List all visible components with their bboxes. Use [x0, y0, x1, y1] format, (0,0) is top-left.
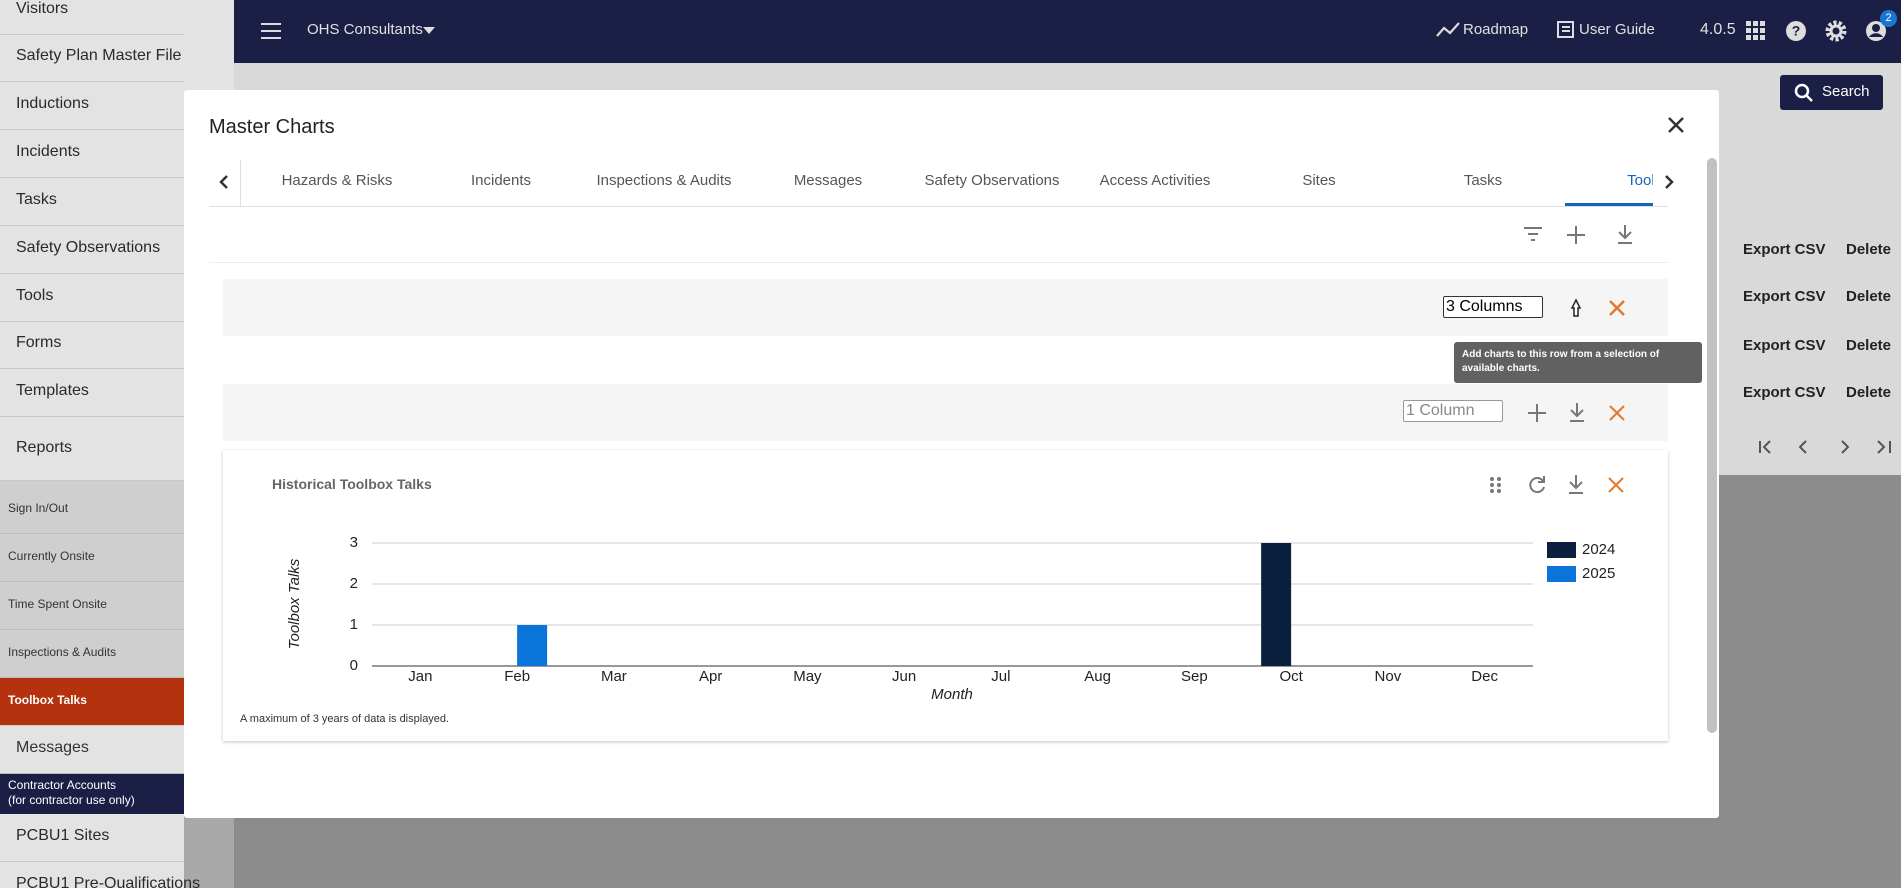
nav-item[interactable]: Incidents [0, 130, 184, 178]
nav-label: Visitors [16, 0, 69, 17]
nav-label: Forms [16, 334, 62, 351]
export-csv[interactable]: Export CSV [1743, 384, 1826, 401]
version: 4.0.5 [1700, 21, 1736, 38]
pagination[interactable] [1750, 437, 1900, 457]
tab[interactable]: Tasks [1463, 172, 1503, 189]
row-1 [223, 279, 1668, 336]
nav-label: Safety Observations [16, 239, 161, 256]
nav-label: PCBU1 Sites [16, 827, 110, 844]
sub-item[interactable]: Currently Onsite [0, 534, 184, 582]
sub-label: Inspections & Audits [8, 645, 117, 659]
menu-icon[interactable] [261, 22, 283, 40]
sub-label: Sign In/Out [8, 501, 69, 515]
chart-note: A maximum of 3 years of data is displaye… [240, 713, 450, 725]
tab-scroll-left[interactable] [217, 174, 231, 190]
columns-select[interactable]: 3 Columns [1443, 296, 1543, 318]
settings-icon[interactable] [1825, 20, 1847, 42]
nav-label: Tasks [16, 191, 57, 208]
nav-item[interactable]: Reports [0, 422, 184, 481]
tab[interactable]: Sites [1302, 172, 1336, 189]
nav-item[interactable]: Tools [0, 274, 184, 322]
remove-row[interactable] [1607, 298, 1627, 318]
delete[interactable]: Delete [1846, 241, 1892, 258]
nav-item[interactable]: Forms [0, 321, 184, 369]
chart-actions[interactable] [1484, 473, 1624, 497]
nav-label: Inductions [16, 95, 89, 112]
scrollbar [1707, 158, 1717, 733]
nav-item[interactable]: Safety Observations [0, 226, 184, 274]
tooltip: Add charts to this row from a selection … [1454, 342, 1702, 383]
contractor-header: Contractor Accounts (for contractor use … [0, 774, 184, 814]
roadmap-icon [1436, 22, 1460, 37]
delete[interactable]: Delete [1846, 288, 1892, 305]
tab[interactable]: Access Activities [1099, 172, 1211, 189]
divider [209, 262, 1668, 263]
tab-scroll-right[interactable] [1662, 174, 1676, 190]
export-csv[interactable]: Export CSV [1743, 288, 1826, 305]
user-guide-link[interactable]: User Guide [1579, 21, 1655, 38]
account-icon[interactable] [1865, 19, 1889, 43]
search-icon [1794, 83, 1813, 102]
apps-icon[interactable] [1746, 21, 1766, 41]
guide-icon [1557, 21, 1574, 38]
chart-title: Historical Toolbox Talks [272, 476, 432, 492]
notification-badge: 2 [1880, 10, 1897, 27]
delete[interactable]: Delete [1846, 337, 1892, 354]
sub-item[interactable]: Messages [0, 726, 184, 774]
contractor-note: (for contractor use only) [8, 793, 135, 807]
nav-label: PCBU1 Pre-Qualifications [16, 875, 201, 888]
nav-label: Tools [16, 287, 54, 304]
nav-item[interactable]: Templates [0, 369, 184, 417]
toolbar [1524, 225, 1632, 244]
tab[interactable]: Messages [793, 172, 863, 189]
search-button[interactable]: Search [1780, 75, 1883, 110]
svg-text:?: ? [1792, 23, 1801, 39]
nav-item[interactable]: Inductions [0, 82, 184, 130]
nav-item[interactable]: Tasks [0, 178, 184, 226]
sub-item[interactable]: Time Spent Onsite [0, 582, 184, 630]
tab[interactable]: Safety Observations [924, 172, 1060, 189]
sub-label: Time Spent Onsite [8, 597, 107, 611]
sub-label: Toolbox Talks [8, 693, 87, 707]
org-caret [423, 27, 435, 34]
nav-label: Templates [16, 382, 89, 399]
tab-strip: Hazards & Risks Incidents Inspections & … [240, 160, 1653, 206]
org-name[interactable]: OHS Consultants [307, 21, 423, 38]
columns-select[interactable]: 1 Column [1403, 400, 1503, 422]
tab[interactable]: Inspections & Audits [596, 172, 732, 189]
sub-item[interactable]: Sign In/Out [0, 486, 184, 534]
sub-label: Currently Onsite [8, 549, 95, 563]
export-csv[interactable]: Export CSV [1743, 337, 1826, 354]
nav-item[interactable]: PCBU1 Pre-Qualifications [0, 862, 200, 888]
row-2-actions[interactable] [1525, 401, 1645, 425]
sub-label: Messages [16, 739, 89, 756]
tab-active[interactable]: Toolbox [1627, 172, 1653, 189]
delete[interactable]: Delete [1846, 384, 1892, 401]
sub-item-active[interactable]: Toolbox Talks [0, 678, 184, 725]
tab-indicator [1565, 203, 1653, 206]
modal-title: Master Charts [209, 116, 335, 138]
tab[interactable]: Hazards & Risks [281, 172, 393, 189]
topbar: OHS Consultants Roadmap User Guide 4.0.5… [234, 0, 1901, 63]
nav-item[interactable]: Safety Plan Master File [0, 34, 184, 82]
roadmap-link[interactable]: Roadmap [1463, 21, 1529, 38]
sub-item[interactable]: Inspections & Audits [0, 630, 184, 678]
search-label: Search [1822, 83, 1870, 100]
tab-divider [209, 206, 1668, 207]
nav-item[interactable]: Visitors [0, 0, 184, 35]
nav-item[interactable]: PCBU1 Sites [0, 814, 184, 862]
export-csv[interactable]: Export CSV [1743, 241, 1826, 258]
nav-label: Incidents [16, 143, 81, 160]
nav-label: Reports [16, 439, 73, 456]
chart-card [223, 450, 1668, 741]
tab[interactable]: Incidents [470, 172, 532, 189]
help-icon[interactable]: ? [1785, 20, 1807, 42]
row-1-actions[interactable] [1568, 296, 1608, 320]
close-button[interactable] [1666, 115, 1686, 135]
contractor-title: Contractor Accounts [8, 778, 117, 792]
nav-label: Safety Plan Master File [16, 47, 182, 64]
